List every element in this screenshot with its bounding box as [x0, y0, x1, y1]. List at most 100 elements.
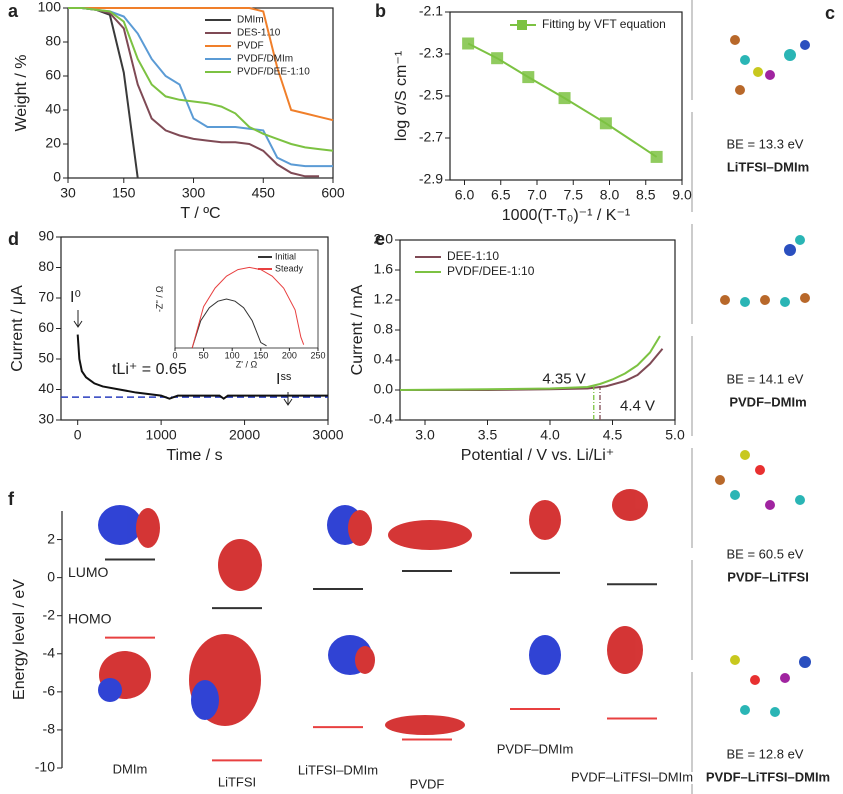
y-tick-label: 0: [53, 169, 61, 185]
x-tick-label: 100: [225, 350, 240, 360]
category-label: PVDF–DMIm: [497, 741, 574, 756]
legend-label: Steady: [275, 263, 304, 273]
binding-energy: BE = 60.5 eV: [727, 546, 804, 561]
y-tick-label: -2.3: [419, 45, 443, 61]
y-axis-label: Current / μA: [9, 285, 26, 372]
y-tick-label: -4: [43, 644, 56, 660]
x-axis-label: 1000(T-T₀)⁻¹ / K⁻¹: [502, 207, 630, 224]
panel-letter: b: [375, 1, 386, 21]
y-tick-label: -2: [43, 606, 56, 622]
complex-name: PVDF–LiTFSI: [727, 569, 809, 584]
series-line: [68, 7, 334, 152]
annotation: I⁰: [70, 289, 81, 306]
x-tick-label: 3.0: [415, 427, 435, 443]
y-tick-label: 20: [45, 135, 61, 151]
marker-label: 4.35 V: [542, 370, 585, 387]
complex-name: LiTFSI–DMIm: [727, 159, 809, 174]
y-tick-label: 100: [38, 0, 62, 15]
x-tick-label: 7.5: [564, 187, 584, 203]
x-tick-label: 4.5: [603, 427, 623, 443]
y-axis-label: Weight / %: [13, 54, 30, 131]
legend-label: PVDF: [237, 41, 264, 52]
x-tick-label: 450: [252, 185, 276, 201]
series-line: [191, 298, 267, 349]
y-tick-label: 50: [38, 350, 54, 366]
x-tick-label: 200: [282, 350, 297, 360]
y-tick-label: 0.4: [374, 351, 394, 367]
category-label: LiTFSI–DMIm: [298, 762, 378, 777]
series-line: [400, 348, 664, 391]
category-label: PVDF–LiTFSI–DMIm: [571, 769, 693, 784]
y-tick-label: -2.9: [419, 171, 443, 187]
annotation: Iˢˢ: [276, 371, 292, 388]
decor: [98, 0, 811, 794]
x-tick-label: 150: [112, 185, 136, 201]
x-tick-label: 9.0: [672, 187, 692, 203]
category-label: PVDF: [410, 776, 445, 791]
point: [650, 150, 663, 163]
x-tick-label: 7.0: [527, 187, 547, 203]
point: [558, 92, 571, 105]
y-tick-label: 40: [45, 101, 61, 117]
point: [522, 71, 535, 84]
legend-label: PVDF/DMIm: [237, 54, 293, 65]
point: [491, 52, 504, 65]
molecule: [720, 235, 810, 307]
panel-letter: f: [8, 489, 15, 509]
x-tick-label: 30: [60, 185, 76, 201]
marker-label: 4.4 V: [620, 397, 655, 414]
x-tick-label: 600: [321, 185, 345, 201]
binding-energy: BE = 14.1 eV: [727, 371, 804, 386]
y-tick-label: 80: [38, 258, 54, 274]
y-tick-label: 30: [38, 411, 54, 427]
x-tick-label: 3.5: [478, 427, 498, 443]
x-tick-label: 8.5: [636, 187, 656, 203]
y-tick-label: 60: [38, 319, 54, 335]
series-line: [399, 335, 661, 391]
legend-label: DMIm: [237, 15, 264, 26]
x-tick-label: 0: [172, 350, 177, 360]
x-tick-label: 300: [182, 185, 206, 201]
plot-frame: [67, 7, 334, 179]
legend-label: DES-1:10: [237, 28, 281, 39]
series-line: [76, 334, 328, 400]
category-label: DMIm: [113, 761, 148, 776]
x-tick-label: 50: [199, 350, 209, 360]
y-tick-label: 70: [38, 289, 54, 305]
y-tick-label: -2.1: [419, 3, 443, 19]
y-axis-label: -Z'' / Ω: [154, 286, 164, 312]
series-line: [68, 7, 333, 168]
y-tick-label: 0.0: [374, 381, 394, 397]
molecule: [730, 655, 811, 717]
series-line: [191, 266, 305, 349]
y-tick-label: 2: [47, 530, 55, 546]
legend-label: Fitting by VFT equation: [542, 17, 666, 31]
y-tick-label: 80: [45, 33, 61, 49]
point: [599, 117, 612, 130]
y-tick-label: -2.7: [419, 129, 443, 145]
x-tick-label: 2000: [229, 427, 260, 443]
x-tick-label: 4.0: [540, 427, 560, 443]
series-line: [68, 7, 320, 178]
x-tick-label: 150: [253, 350, 268, 360]
x-tick-label: 5.0: [665, 427, 685, 443]
orbitals: [98, 489, 648, 735]
legend-label: PVDF/DEE-1:10: [237, 67, 310, 78]
x-tick-label: 1000: [146, 427, 177, 443]
legend-label: DEE-1:10: [447, 249, 499, 263]
x-tick-label: 6.5: [491, 187, 511, 203]
binding-energy: BE = 12.8 eV: [727, 746, 804, 761]
panel-letter: e: [375, 229, 385, 249]
level-name: LUMO: [68, 564, 109, 580]
x-axis-label: Time / s: [166, 447, 222, 464]
x-tick-label: 8.0: [600, 187, 620, 203]
y-tick-label: 1.2: [374, 291, 394, 307]
point: [462, 37, 475, 50]
x-axis-label: T / ºC: [180, 205, 220, 222]
legend-label: PVDF/DEE-1:10: [447, 264, 535, 278]
level-name: HOMO: [68, 610, 112, 626]
series-line: [68, 7, 334, 122]
category-label: LiTFSI: [218, 774, 256, 789]
y-tick-label: -6: [43, 683, 56, 699]
annotation: tLi⁺ = 0.65: [112, 361, 187, 378]
